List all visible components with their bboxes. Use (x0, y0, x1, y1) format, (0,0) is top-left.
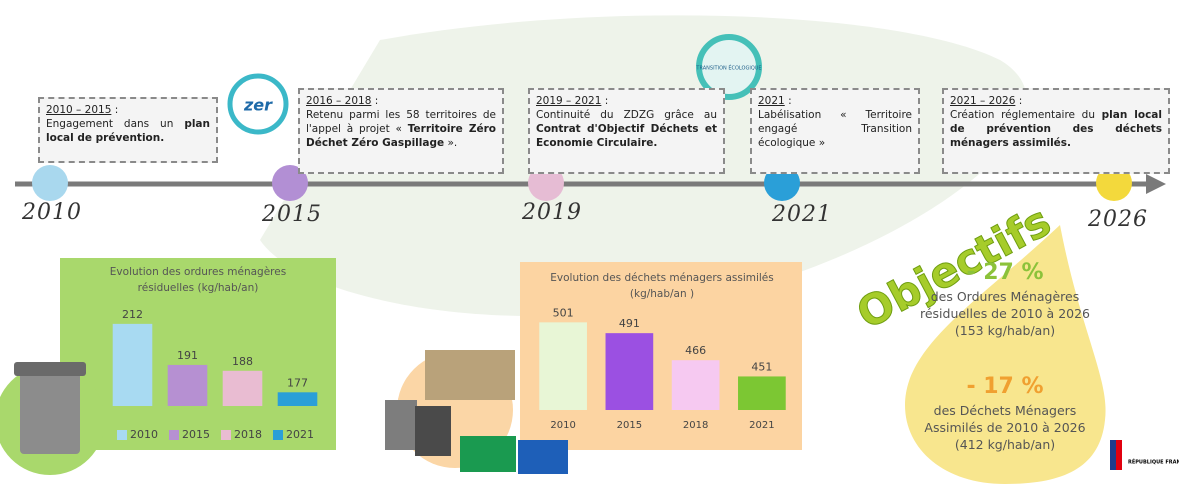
event-text: plan local de prévention. (46, 118, 210, 144)
event-period: 2016 – 2018 (306, 95, 372, 107)
x-tick-label: 2021 (749, 420, 774, 431)
event-box: 2016 – 2018 : Retenu parmi les 58 territo… (298, 88, 504, 174)
legend-label: 2015 (182, 428, 210, 441)
bin-icon (460, 436, 516, 472)
x-tick-label: 2015 (617, 420, 642, 431)
event-period: 2019 – 2021 (536, 95, 602, 107)
event-text: Création réglementaire du (950, 109, 1102, 121)
badge-text: zer (243, 96, 273, 115)
objective-text: des Déchets Ménagers Assimilés de 2010 à… (924, 403, 1086, 435)
event-box: 2010 – 2015 : Engagement dans un plan loc… (38, 97, 218, 163)
objective-text: des Ordures Ménagères résiduelles de 201… (919, 289, 1091, 321)
objective-change: - 17 % (966, 374, 1044, 399)
event-text: ». (444, 137, 458, 149)
cart-icon (425, 350, 515, 400)
event-box: 2019 – 2021 : Continuité du ZDZG grâce au… (528, 88, 725, 174)
bar (738, 376, 786, 410)
event-period: 2021 (758, 95, 785, 107)
bar (539, 322, 587, 410)
timeline-arrow (1146, 174, 1166, 194)
event-text: Labélisation « Territoire engagé Transit… (758, 109, 912, 149)
event-text: Territoire Zéro Déchet Zéro Gaspillage (306, 123, 496, 149)
timeline-dot (1096, 165, 1132, 201)
event-text: Engagement dans un (46, 118, 185, 130)
bar (277, 392, 318, 406)
bin-icon (415, 406, 451, 456)
year-label: 2010 (22, 200, 82, 225)
objective: - 27 % des Ordures Ménagères résiduelles … (905, 258, 1105, 339)
bar (112, 323, 153, 406)
event-box: 2021 : Labélisation « Territoire engagé T… (750, 88, 920, 174)
event-box: 2021 – 2026 : Création réglementaire du p… (942, 88, 1170, 174)
event-period: 2010 – 2015 (46, 104, 112, 116)
legend-label: 2010 (130, 428, 158, 441)
badge-transition (696, 34, 762, 100)
chart-title: Evolution des ordures ménagères résiduell… (110, 266, 286, 294)
x-tick-label: 2018 (683, 420, 708, 431)
legend-swatch (221, 430, 231, 440)
flag (1116, 440, 1122, 470)
legend-swatch (273, 430, 283, 440)
data-label: 212 (122, 308, 143, 321)
flag (1110, 440, 1116, 470)
event-text: Continuité du ZDZG grâce au (536, 109, 717, 121)
legend-label: 2021 (286, 428, 314, 441)
event-text: plan local de prévention des déchets mén… (950, 109, 1162, 149)
bar (222, 370, 263, 406)
bin-icon (20, 372, 80, 454)
bin-icon (518, 440, 568, 474)
x-tick-label: 2010 (550, 420, 575, 431)
legend-swatch (117, 430, 127, 440)
bar (671, 360, 720, 410)
data-label: 451 (751, 360, 772, 373)
data-label: 188 (232, 355, 253, 368)
year-label: 2019 (522, 200, 582, 225)
year-label: 2026 (1088, 207, 1148, 232)
chart-frame (60, 258, 336, 450)
chart-title: Evolution des déchets ménagers assimilés… (550, 272, 773, 300)
bin-lid (14, 362, 86, 376)
logo-text: RÉPUBLIQUE FRANÇAISE (1128, 458, 1179, 466)
timeline-dot (32, 165, 68, 201)
timeline-dot (528, 165, 564, 201)
bar (605, 333, 654, 410)
event-period: 2021 – 2026 (950, 95, 1016, 107)
year-label: 2021 (772, 202, 832, 227)
bin-icon (385, 400, 417, 450)
objective-target: (412 kg/hab/an) (954, 437, 1056, 452)
legend-swatch (169, 430, 179, 440)
data-label: 501 (553, 306, 574, 319)
timeline-dot (764, 165, 800, 201)
objective: - 17 % des Déchets Ménagers Assimilés de … (905, 372, 1105, 453)
event-text: Contrat d'Objectif Déchets et Economie C… (536, 123, 717, 149)
data-label: 191 (177, 349, 198, 362)
data-label: 491 (619, 317, 640, 330)
timeline-dot (272, 165, 308, 201)
objective-change: - 27 % (966, 260, 1044, 285)
bar (167, 364, 208, 406)
data-label: 466 (685, 344, 706, 357)
legend-label: 2018 (234, 428, 262, 441)
event-text: Retenu parmi les 58 territoires de l'app… (306, 109, 496, 135)
badge-zero (227, 73, 289, 135)
badge-text: TRANSITION ÉCOLOGIQUE (695, 64, 761, 72)
data-label: 177 (287, 376, 308, 389)
objectives-drop (905, 225, 1106, 484)
year-label: 2015 (262, 202, 322, 227)
objective-target: (153 kg/hab/an) (954, 323, 1056, 338)
